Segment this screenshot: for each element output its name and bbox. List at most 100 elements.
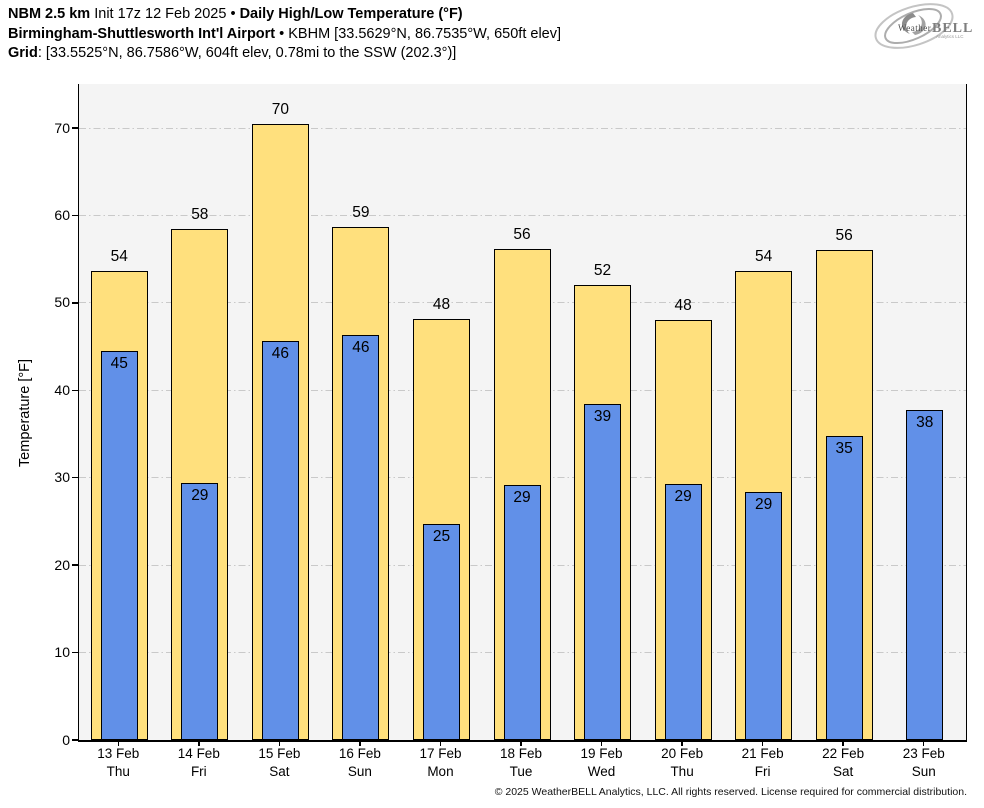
x-label-day: Fri: [754, 764, 771, 779]
y-tick-30: [72, 476, 78, 479]
x-tick-8: [761, 742, 764, 746]
x-tick-4: [439, 742, 442, 746]
low-value-label: 25: [432, 528, 451, 546]
x-label-date: 21 Feb: [741, 746, 784, 761]
x-label-date: 20 Feb: [661, 746, 704, 761]
x-label-date: 23 Feb: [902, 746, 945, 761]
x-label-day: Fri: [190, 764, 207, 779]
low-value-label: 46: [271, 345, 289, 363]
header-line-1: NBM 2.5 km Init 17z 12 Feb 2025 • Daily …: [8, 5, 561, 25]
logo-word-bell: BELL: [932, 21, 973, 36]
low-bar: [584, 404, 622, 740]
x-tick-10: [922, 742, 925, 746]
chart-title: Daily High/Low Temperature (°F): [239, 6, 463, 22]
x-tick-9: [842, 742, 844, 746]
y-tick-label-10: 10: [54, 644, 70, 661]
x-tick-3: [359, 742, 361, 746]
low-value-label: 29: [513, 488, 531, 506]
high-value-label: 48: [432, 296, 451, 314]
low-bar: [261, 341, 299, 740]
high-value-label: 54: [110, 248, 128, 266]
x-label-date: 19 Feb: [580, 746, 623, 761]
x-label-date: 15 Feb: [258, 746, 301, 761]
low-bar: [664, 483, 702, 740]
x-label-date: 22 Feb: [822, 746, 865, 761]
high-value-label: 52: [593, 262, 612, 280]
x-label-day: Mon: [427, 764, 454, 779]
x-tick-1: [198, 742, 200, 746]
x-label-day: Thu: [106, 764, 130, 779]
y-tick-40: [72, 389, 78, 392]
high-value-label: 48: [674, 297, 692, 315]
low-value-label: 29: [674, 487, 692, 505]
logo-subtext: Analytics LLC: [936, 34, 964, 39]
x-label-day: Sun: [347, 764, 372, 779]
y-tick-label-0: 0: [62, 731, 70, 748]
low-bar: [503, 484, 541, 740]
weatherbell-logo: Weather BELL Analytics LLC: [866, 2, 978, 50]
low-bar: [422, 524, 460, 740]
x-label-date: 16 Feb: [338, 746, 381, 761]
y-tick-20: [72, 564, 78, 566]
x-tick-2: [278, 742, 281, 746]
station-details: • KBHM [33.5629°N, 86.7535°W, 650ft elev…: [275, 25, 562, 42]
low-bar: [825, 435, 863, 740]
y-tick-10: [72, 651, 78, 654]
high-value-label: 59: [352, 203, 370, 221]
y-tick-60: [72, 214, 78, 217]
x-label-date: 14 Feb: [177, 746, 220, 761]
grid-details: : [33.5525°N, 86.7586°W, 604ft elev, 0.7…: [37, 45, 457, 61]
high-value-label: 70: [271, 100, 289, 118]
y-axis-title: Temperature [°F]: [17, 358, 33, 468]
high-value-label: 54: [755, 247, 773, 265]
x-label-day: Wed: [587, 764, 616, 779]
high-value-label: 56: [513, 225, 531, 243]
header-line-2: Birmingham-Shuttlesworth Int'l Airport •…: [8, 25, 561, 45]
x-tick-7: [681, 742, 683, 746]
x-tick-5: [520, 742, 522, 746]
y-tick-label-50: 50: [54, 294, 70, 311]
x-label-day: Thu: [670, 764, 694, 779]
high-value-label: 56: [835, 226, 853, 244]
x-label-day: Tue: [509, 764, 533, 779]
x-label-day: Sat: [833, 764, 854, 779]
y-tick-50: [72, 302, 78, 304]
chart-header: NBM 2.5 km Init 17z 12 Feb 2025 • Daily …: [8, 5, 561, 64]
model-name: NBM 2.5 km: [8, 6, 91, 22]
y-tick-label-20: 20: [54, 556, 70, 573]
grid-label: Grid: [8, 45, 38, 61]
low-bar: [745, 491, 783, 740]
x-label-day: Sun: [911, 764, 936, 779]
x-label-date: 17 Feb: [419, 746, 462, 761]
low-value-label: 35: [835, 439, 853, 457]
station-name: Birmingham-Shuttlesworth Int'l Airport: [8, 25, 276, 42]
x-tick-6: [600, 742, 603, 746]
gridline-70: [79, 127, 966, 129]
low-bar: [342, 335, 380, 740]
copyright-notice: © 2025 WeatherBELL Analytics, LLC. All r…: [494, 786, 967, 798]
low-value-label: 29: [191, 486, 209, 504]
high-value-label: 58: [191, 206, 209, 224]
low-value-label: 29: [755, 495, 773, 513]
low-value-label: 39: [593, 408, 612, 426]
low-bar: [906, 409, 944, 740]
header-line-3: Grid: [33.5525°N, 86.7586°W, 604ft elev,…: [8, 44, 561, 64]
gridline-60: [79, 214, 966, 216]
x-label-date: 18 Feb: [499, 746, 543, 761]
y-tick-label-70: 70: [54, 119, 70, 136]
x-tick-0: [117, 742, 120, 746]
low-value-label: 38: [916, 413, 934, 431]
low-bar: [100, 350, 138, 740]
low-value-label: 46: [352, 339, 370, 357]
low-value-label: 45: [110, 354, 128, 372]
plot-area: 54 45 58 29 70 46 59 46 48 25 56 29 52 39 48 29 54 29 56 35…: [78, 84, 967, 742]
logo-word-weather: Weather: [898, 23, 931, 33]
y-tick-label-40: 40: [54, 381, 70, 398]
init-time: Init 17z 12 Feb 2025 •: [90, 6, 240, 22]
y-tick-label-30: 30: [54, 469, 70, 486]
y-tick-0: [72, 739, 78, 741]
x-label-day: Sat: [269, 764, 290, 779]
low-bar: [181, 482, 219, 740]
x-label-date: 13 Feb: [97, 746, 140, 761]
